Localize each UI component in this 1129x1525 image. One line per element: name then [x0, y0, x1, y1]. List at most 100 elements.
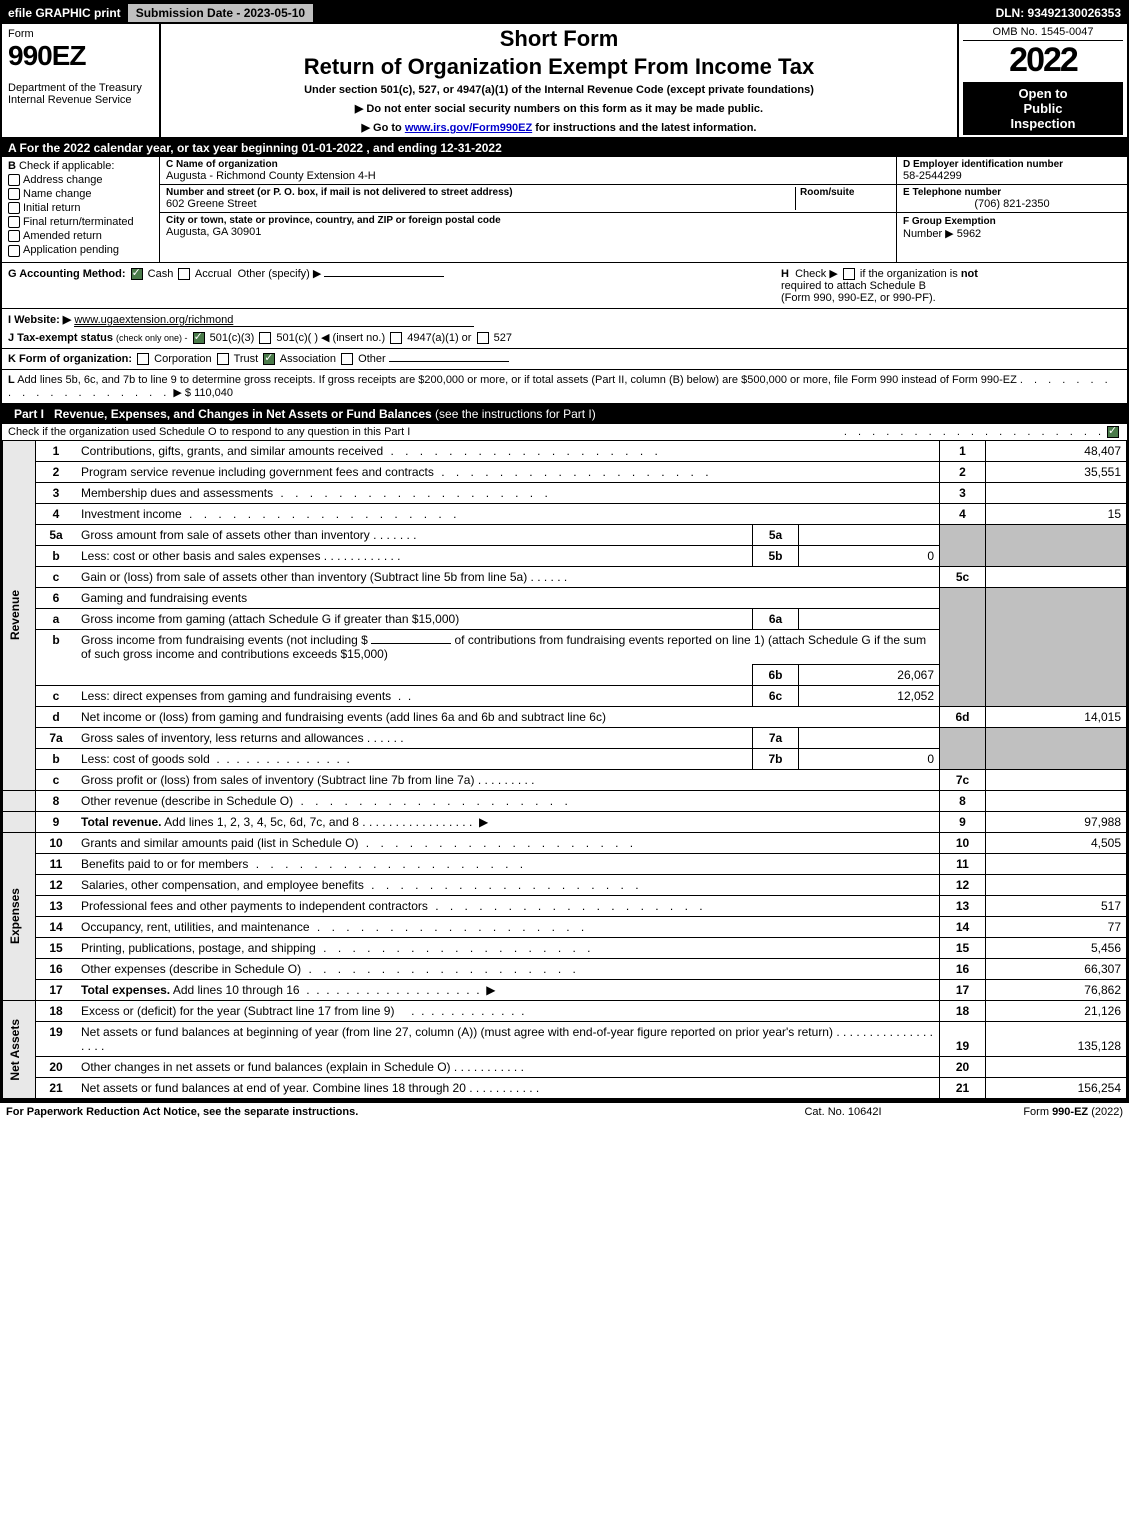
- irs-link[interactable]: www.irs.gov/Form990EZ: [405, 122, 532, 134]
- d-label: D Employer identification number: [903, 159, 1121, 170]
- b-title: Check if applicable:: [19, 160, 114, 172]
- top-bar: efile GRAPHIC print Submission Date - 20…: [2, 2, 1127, 24]
- other-specify-field[interactable]: [324, 276, 444, 277]
- check-label: Application pending: [23, 244, 119, 256]
- result-num: 11: [940, 853, 986, 874]
- result-num: 4: [940, 503, 986, 524]
- instr2-prefix: ▶ Go to: [362, 122, 405, 134]
- check-initial-return[interactable]: Initial return: [8, 202, 153, 214]
- submission-date: Submission Date - 2023-05-10: [127, 3, 314, 23]
- checkbox-h[interactable]: [843, 268, 855, 280]
- instruction-1: ▶ Do not enter social security numbers o…: [167, 102, 951, 115]
- result-val: 5,456: [986, 937, 1127, 958]
- org-street: 602 Greene Street: [166, 198, 795, 210]
- line-desc: Gain or (loss) from sale of assets other…: [81, 570, 527, 584]
- c-name-label: C Name of organization: [166, 159, 890, 170]
- sub-val: 26,067: [799, 664, 940, 685]
- checkbox-trust[interactable]: [217, 353, 229, 365]
- instruction-2: ▶ Go to www.irs.gov/Form990EZ for instru…: [167, 121, 951, 134]
- dept-label: Department of the Treasury: [8, 82, 153, 94]
- h-label: H: [781, 268, 789, 280]
- other-org-field[interactable]: [389, 361, 509, 362]
- table-row: c Gross profit or (loss) from sales of i…: [3, 769, 1127, 790]
- checkbox-schedule-o[interactable]: [1107, 426, 1119, 438]
- main-title: Return of Organization Exempt From Incom…: [167, 54, 951, 80]
- result-val: 156,254: [986, 1077, 1127, 1098]
- result-num: 6d: [940, 706, 986, 727]
- table-row: 21 Net assets or fund balances at end of…: [3, 1077, 1127, 1098]
- table-row: 15 Printing, publications, postage, and …: [3, 937, 1127, 958]
- checkbox-cash[interactable]: [131, 268, 143, 280]
- checkbox-icon: [8, 216, 20, 228]
- inspection-line1: Open to: [965, 86, 1121, 101]
- check-final-return[interactable]: Final return/terminated: [8, 216, 153, 228]
- checkbox-501c[interactable]: [259, 332, 271, 344]
- result-val: [986, 1056, 1127, 1077]
- table-row: 4 Investment income 4 15: [3, 503, 1127, 524]
- line-desc: Contributions, gifts, grants, and simila…: [81, 444, 383, 458]
- result-num: 16: [940, 958, 986, 979]
- checkbox-corp[interactable]: [137, 353, 149, 365]
- check-label: Initial return: [23, 202, 80, 214]
- website-link[interactable]: www.ugaextension.org/richmond: [74, 314, 233, 326]
- line-desc: Gross income from fundraising events (no…: [81, 633, 368, 647]
- line-desc: Printing, publications, postage, and shi…: [81, 941, 316, 955]
- checkbox-527[interactable]: [477, 332, 489, 344]
- org-name: Augusta - Richmond County Extension 4-H: [166, 170, 890, 182]
- sub-val: [799, 524, 940, 545]
- tax-year: 2022: [963, 41, 1123, 80]
- other-label: Other (specify) ▶: [238, 268, 322, 280]
- checkbox-accrual[interactable]: [178, 268, 190, 280]
- result-num: 8: [940, 790, 986, 811]
- line-desc: Net assets or fund balances at end of ye…: [81, 1081, 466, 1095]
- result-num: 19: [940, 1021, 986, 1056]
- check-label: Address change: [23, 174, 103, 186]
- result-num: 7c: [940, 769, 986, 790]
- sub-val: 0: [799, 545, 940, 566]
- h-text1: Check ▶: [795, 268, 838, 280]
- checkbox-4947[interactable]: [390, 332, 402, 344]
- opt-501c: 501(c)( ) ◀ (insert no.): [276, 332, 385, 344]
- footer-form-suffix: (2022): [1088, 1106, 1123, 1118]
- table-row: 19 Net assets or fund balances at beginn…: [3, 1021, 1127, 1056]
- result-num: 13: [940, 895, 986, 916]
- form-container: efile GRAPHIC print Submission Date - 20…: [0, 0, 1129, 1101]
- sub-num: 7a: [753, 727, 799, 748]
- contrib-field[interactable]: [371, 643, 451, 644]
- line-desc: Add lines 10 through 16: [170, 983, 299, 997]
- table-row: 20 Other changes in net assets or fund b…: [3, 1056, 1127, 1077]
- footer-form-bold: 990-EZ: [1052, 1106, 1088, 1118]
- check-amended-return[interactable]: Amended return: [8, 230, 153, 242]
- section-gh: G Accounting Method: Cash Accrual Other …: [2, 263, 1127, 309]
- table-row: 5a Gross amount from sale of assets othe…: [3, 524, 1127, 545]
- section-bcdef: B Check if applicable: Address change Na…: [2, 157, 1127, 263]
- checkbox-assoc[interactable]: [263, 353, 275, 365]
- result-val: 21,126: [986, 1000, 1127, 1021]
- checkbox-icon: [8, 174, 20, 186]
- result-val: 14,015: [986, 706, 1127, 727]
- j-label: J Tax-exempt status: [8, 332, 113, 344]
- result-num: 18: [940, 1000, 986, 1021]
- section-k: K Form of organization: Corporation Trus…: [2, 349, 1127, 370]
- check-label: Name change: [23, 188, 92, 200]
- i-label: I Website: ▶: [8, 314, 71, 326]
- check-name-change[interactable]: Name change: [8, 188, 153, 200]
- checkbox-other-org[interactable]: [341, 353, 353, 365]
- sub-num: 7b: [753, 748, 799, 769]
- line-desc: Gaming and fundraising events: [81, 591, 247, 605]
- sub-val: [799, 727, 940, 748]
- result-val: [986, 853, 1127, 874]
- part1-title-text: Revenue, Expenses, and Changes in Net As…: [54, 407, 432, 421]
- section-j: J Tax-exempt status (check only one) - 5…: [2, 327, 1127, 349]
- line-desc-bold: Total revenue.: [81, 815, 161, 829]
- subtitle: Under section 501(c), 527, or 4947(a)(1)…: [167, 84, 951, 96]
- result-val: 48,407: [986, 440, 1127, 461]
- checkbox-501c3[interactable]: [193, 332, 205, 344]
- table-row: 6 Gaming and fundraising events: [3, 587, 1127, 608]
- line-desc: Membership dues and assessments: [81, 486, 273, 500]
- footer-left: For Paperwork Reduction Act Notice, see …: [6, 1106, 743, 1118]
- part1-title: Revenue, Expenses, and Changes in Net As…: [54, 407, 596, 421]
- check-address-change[interactable]: Address change: [8, 174, 153, 186]
- line-desc: Less: cost or other basis and sales expe…: [81, 549, 320, 563]
- check-application-pending[interactable]: Application pending: [8, 244, 153, 256]
